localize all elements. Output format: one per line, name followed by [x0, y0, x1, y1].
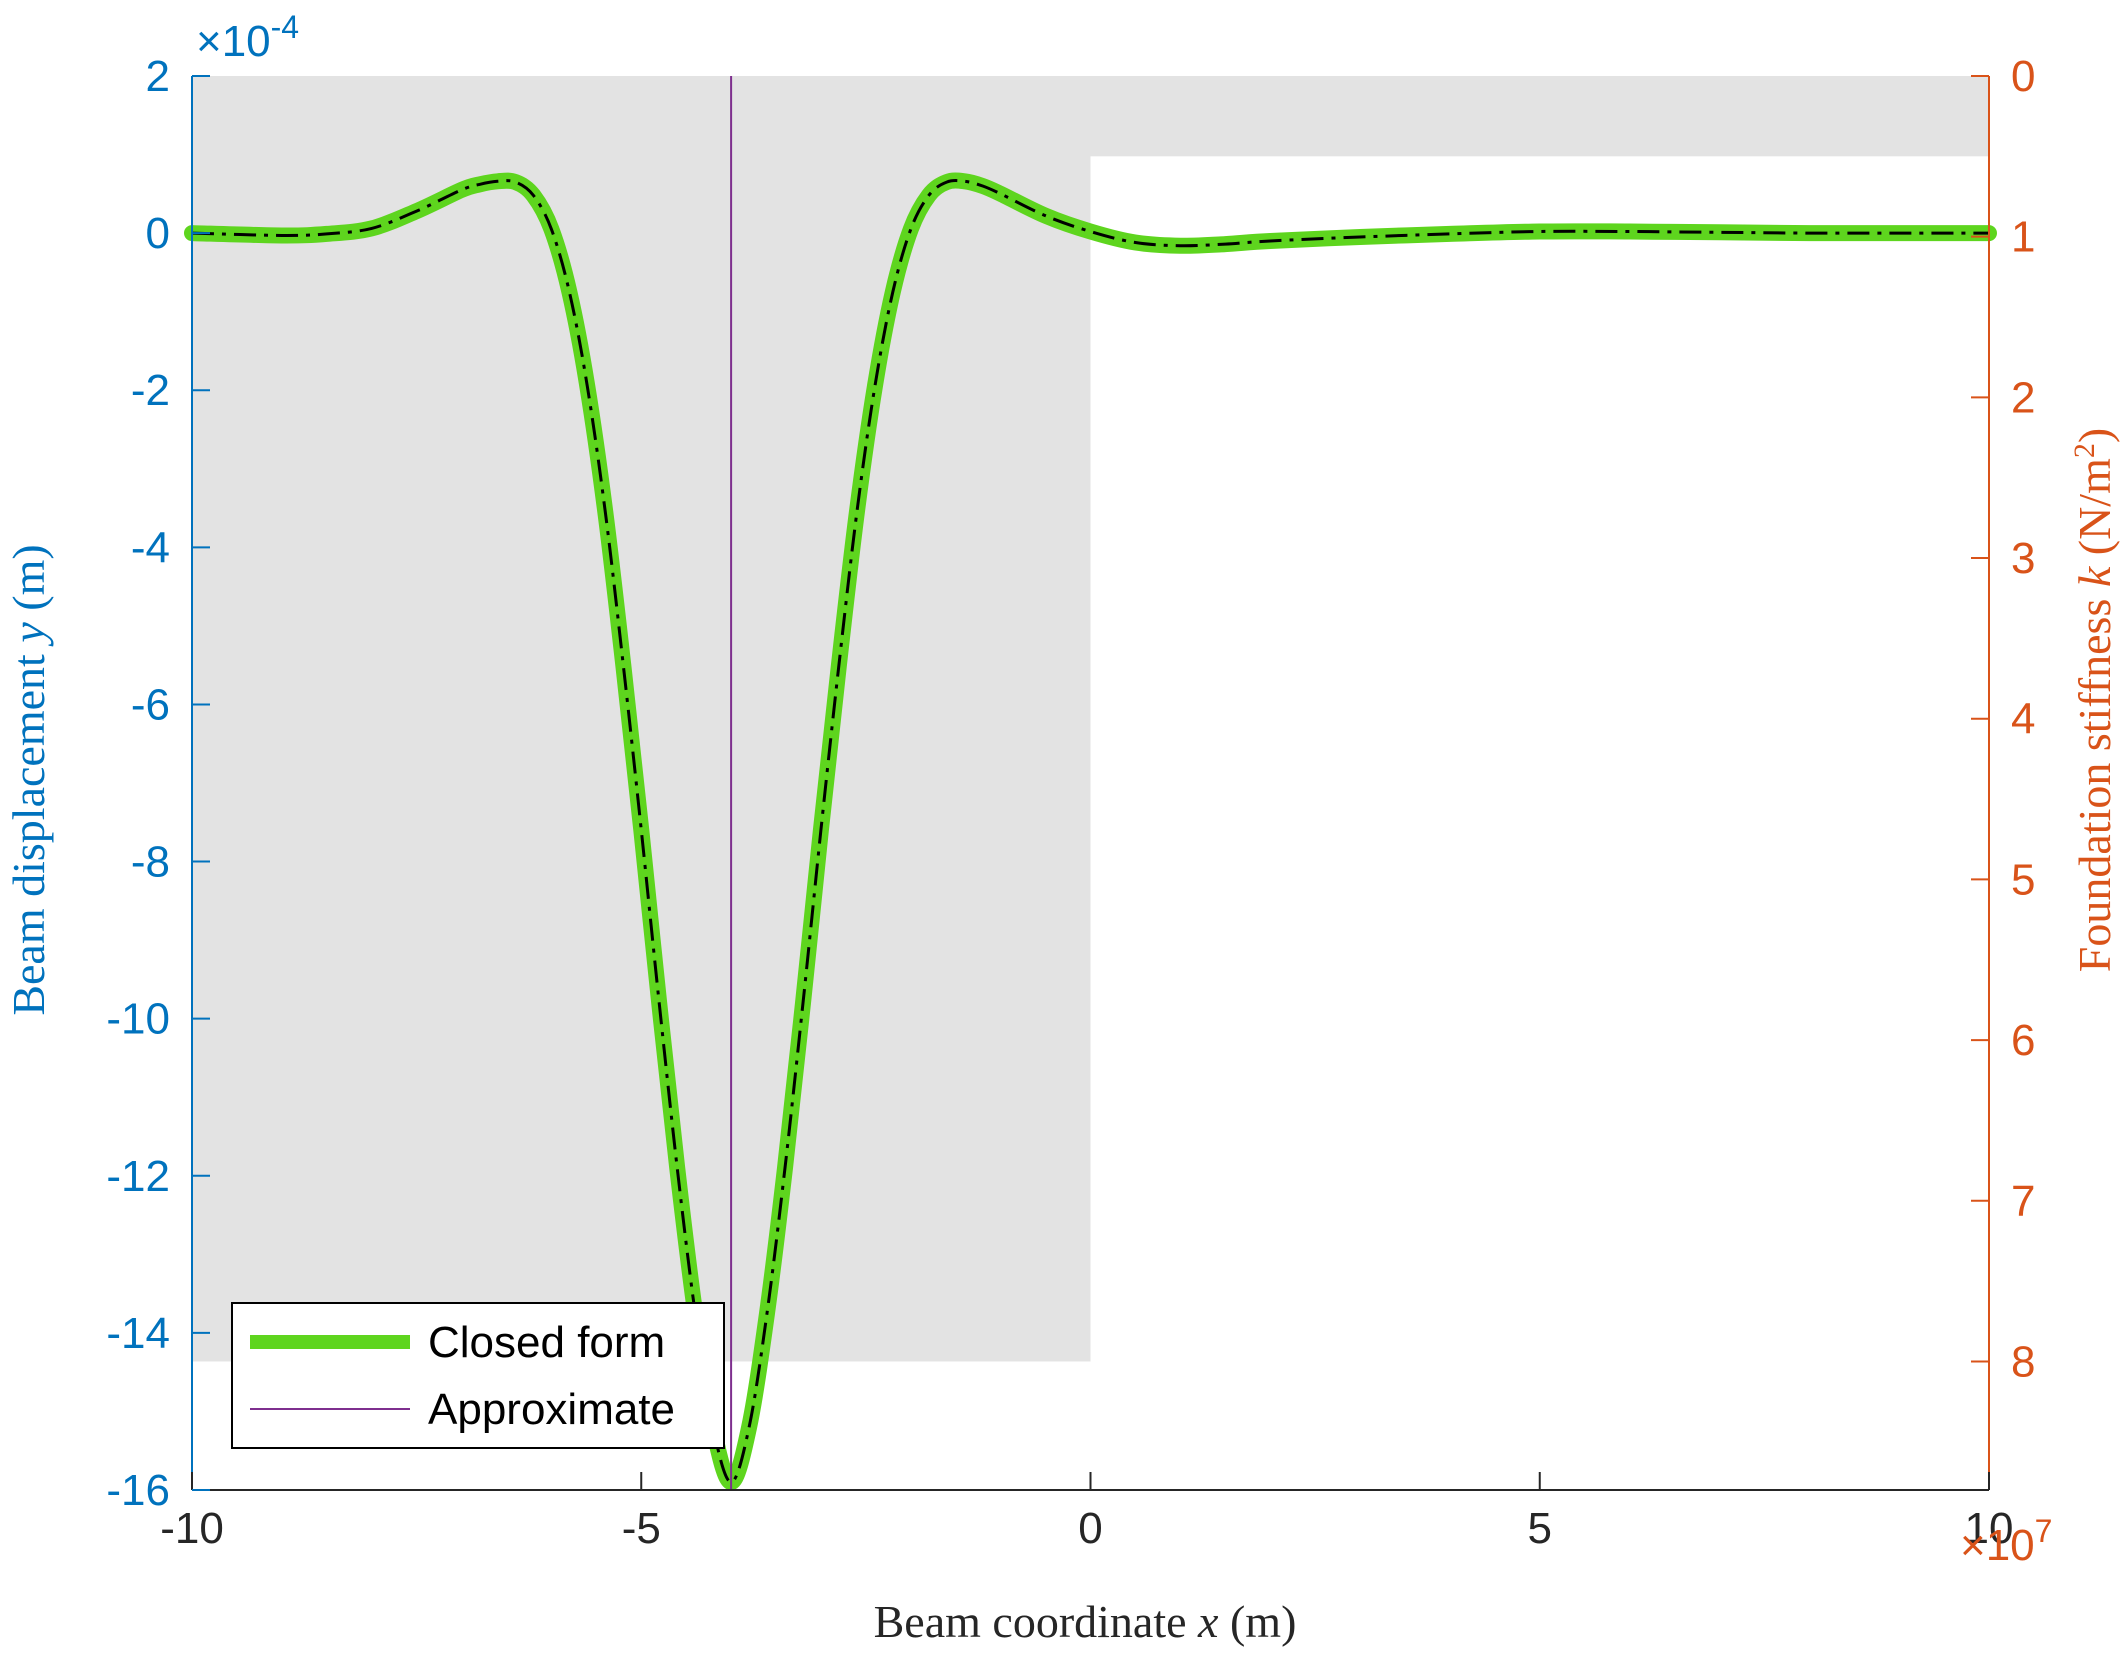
y-left-tick-label: -12	[106, 1152, 170, 1201]
x-tick-label: -5	[622, 1504, 661, 1553]
y-axis-right-title-var: k	[2069, 565, 2120, 587]
legend-label-closed-form: Closed form	[428, 1318, 665, 1367]
plot-layer	[184, 76, 1997, 1491]
x-tick-label: 0	[1078, 1504, 1102, 1553]
stiffness-area-0	[192, 76, 1091, 1362]
y-axis-right-title-close: )	[2069, 428, 2120, 443]
y-left-tick-label: 2	[146, 52, 170, 101]
y-right-tick-label: 5	[2011, 855, 2035, 904]
legend-box	[231, 1302, 725, 1449]
left-exponent-base: ×10	[196, 17, 271, 66]
right-exponent-power: 7	[2035, 1513, 2053, 1549]
y-right-tick-label: 6	[2011, 1016, 2035, 1065]
x-tick-label: -10	[160, 1504, 224, 1553]
y-left-tick-label: -6	[131, 680, 170, 729]
y-axis-left-title-var: y	[3, 622, 54, 647]
x-tick-label: 10	[1965, 1504, 2014, 1553]
y-right-tick-label: 3	[2011, 534, 2035, 583]
stiffness-area-1	[1090, 76, 1989, 157]
y-axis-left-title-unit: (m)	[3, 544, 54, 622]
y-left-tick-label: -10	[106, 995, 170, 1044]
y-right-tick-label: 8	[2011, 1337, 2035, 1386]
x-axis-title-text: Beam coordinate	[874, 1596, 1198, 1647]
y-axis-right-title-unit: (N/m	[2069, 458, 2120, 567]
right-exponent-base: ×10	[1960, 1521, 2035, 1570]
x-axis-title-unit: (m)	[1218, 1596, 1296, 1647]
y-left-tick-label: 0	[146, 209, 170, 258]
reference-dashdot-curve	[191, 179, 1989, 1484]
y-left-tick-label: -4	[131, 523, 170, 572]
left-axis-exponent: ×10-4	[196, 9, 299, 66]
y-right-tick-label: 7	[2011, 1177, 2035, 1226]
x-axis-title-var: x	[1197, 1596, 1219, 1647]
y-right-tick-label: 1	[2011, 213, 2035, 262]
y-axis-left-title-text: Beam displacement	[3, 643, 54, 1016]
y-right-tick-label: 2	[2011, 373, 2035, 422]
y-axis-right-title: Foundation stiffness k (N/m2)	[2068, 428, 2120, 972]
y-left-tick-label: -2	[131, 366, 170, 415]
y-left-tick-label: -8	[131, 838, 170, 887]
y-right-tick-label: 0	[2011, 52, 2035, 101]
legend: Closed form Approximate	[231, 1302, 725, 1449]
y-left-tick-label: -16	[106, 1466, 170, 1515]
y-axis-left-title: Beam displacement y (m)	[3, 544, 54, 1015]
right-axis-exponent: ×107	[1960, 1513, 2052, 1570]
x-axis-title: Beam coordinate x (m)	[874, 1596, 1297, 1647]
axes-layer: -10 -5 0 5 10 2 0 -2 -4 -6 -8 -10 -12 -14 -16 0 1 2 3 4 5 6 7 8	[106, 52, 2035, 1553]
legend-label-approximate: Approximate	[428, 1385, 675, 1434]
left-exponent-power: -4	[271, 9, 299, 45]
y-axis-right-title-text: Foundation stiffness	[2069, 587, 2120, 972]
y-left-tick-label: -14	[106, 1309, 170, 1358]
stiffness-fill-layer	[192, 76, 1989, 1362]
x-tick-label: 5	[1528, 1504, 1552, 1553]
y-axis-right-title-sup: 2	[2068, 443, 2101, 458]
y-right-tick-label: 4	[2011, 695, 2035, 744]
